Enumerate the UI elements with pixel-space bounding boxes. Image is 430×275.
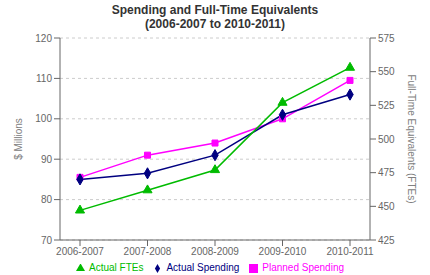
svg-text:2006-2007: 2006-2007 (56, 246, 104, 257)
svg-text:2010-2011: 2010-2011 (326, 246, 374, 257)
svg-text:525: 525 (378, 100, 395, 111)
svg-text:80: 80 (41, 194, 53, 205)
svg-text:110: 110 (36, 73, 52, 84)
html-text:Actual FTEs: Actual FTEs (89, 262, 144, 273)
svg-text:2007-2008: 2007-2008 (124, 246, 172, 257)
svg-text:$ Millions: $ Millions (13, 118, 24, 160)
svg-text:2008-2009: 2008-2009 (191, 246, 239, 257)
svg-text:70: 70 (41, 235, 53, 246)
svg-text:475: 475 (378, 167, 395, 178)
svg-text:450: 450 (378, 201, 395, 212)
html-text:Actual Spending: Actual Spending (166, 262, 240, 273)
svg-text:550: 550 (378, 66, 395, 77)
svg-text:90: 90 (41, 154, 53, 165)
svg-text:2009-2010: 2009-2010 (259, 246, 307, 257)
svg-text:Full-Time Equivalents (FTEs): Full-Time Equivalents (FTEs) (406, 74, 417, 203)
html-text:Spending and Full-Time Equival: Spending and Full-Time Equivalents (111, 3, 319, 17)
svg-text:425: 425 (378, 235, 395, 246)
html-text:Planned Spending: Planned Spending (262, 262, 344, 273)
svg-text:120: 120 (35, 33, 52, 44)
svg-text:100: 100 (35, 113, 52, 124)
svg-text:500: 500 (378, 134, 395, 145)
html-text:(2006-2007 to 2010-2011): (2006-2007 to 2010-2011) (144, 17, 285, 31)
svg-text:575: 575 (378, 33, 395, 44)
